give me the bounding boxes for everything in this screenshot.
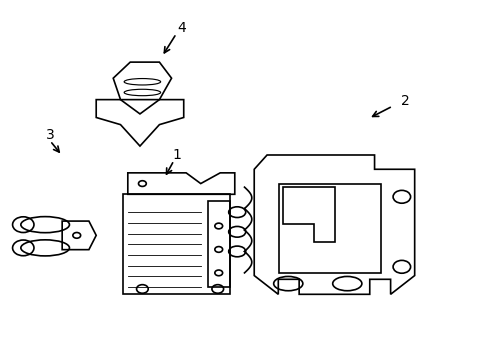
Bar — [122, 194, 229, 294]
Text: 4: 4 — [177, 21, 185, 35]
Text: 2: 2 — [400, 94, 408, 108]
Bar — [207, 202, 229, 287]
Text: 1: 1 — [172, 148, 181, 162]
Text: 3: 3 — [45, 129, 54, 142]
Bar — [278, 184, 380, 273]
